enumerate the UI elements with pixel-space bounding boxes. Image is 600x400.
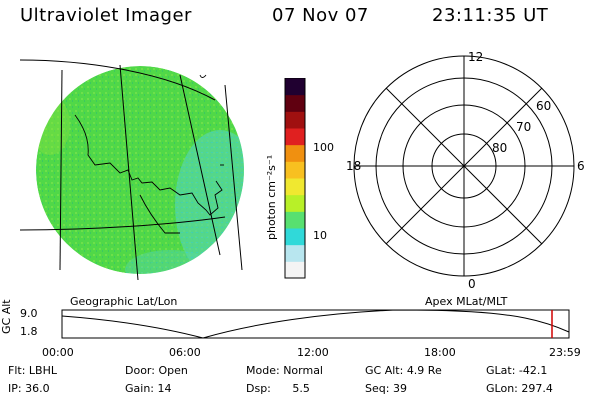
colorbar-segment bbox=[285, 94, 305, 112]
info-door: Door: Open bbox=[125, 364, 188, 377]
instrument-title: Ultraviolet Imager bbox=[20, 5, 192, 26]
colorbar-segment bbox=[285, 211, 305, 229]
time-tick-1200: 12:00 bbox=[297, 346, 329, 359]
colorbar-segment bbox=[285, 78, 305, 96]
colorbar-segment bbox=[285, 194, 305, 212]
date-label: 07 Nov 07 bbox=[272, 5, 369, 26]
info-dsp: Dsp: 5.5 bbox=[246, 382, 310, 395]
time-tick-0600: 06:00 bbox=[169, 346, 201, 359]
uv-emission-disc bbox=[36, 66, 244, 274]
time-tick-1800: 18:00 bbox=[424, 346, 456, 359]
time-tick-2359: 23:59 bbox=[549, 346, 581, 359]
info-mode: Mode: Normal bbox=[246, 364, 323, 377]
mlt-label-12: 12 bbox=[468, 50, 483, 64]
time-tick-0000: 00:00 bbox=[42, 346, 74, 359]
colorbar-segment bbox=[285, 178, 305, 196]
altitude-plot-frame bbox=[61, 309, 570, 339]
colorbar-segment bbox=[285, 261, 305, 279]
info-glon: GLon: 297.4 bbox=[486, 382, 553, 395]
altitude-tick-1.8: 1.8 bbox=[20, 325, 38, 338]
colorbar-frame bbox=[284, 78, 306, 279]
info-flt: Flt: LBHL bbox=[8, 364, 57, 377]
colorbar-gradient bbox=[285, 78, 305, 279]
info-gain: Gain: 14 bbox=[125, 382, 172, 395]
colorbar bbox=[284, 78, 306, 279]
altitude-tick-9: 9.0 bbox=[20, 307, 38, 320]
colorbar-segment bbox=[285, 161, 305, 179]
colorbar-segment bbox=[285, 111, 305, 129]
info-ip: IP: 36.0 bbox=[8, 382, 50, 395]
mlt-label-6: 6 bbox=[577, 159, 585, 173]
geographic-grid bbox=[20, 59, 243, 281]
colorbar-tick-100: 100 bbox=[313, 141, 334, 154]
colorbar-tick-10: 10 bbox=[313, 229, 327, 242]
info-gc-alt: GC Alt: 4.9 Re bbox=[365, 364, 442, 377]
mlt-label-18: 18 bbox=[346, 159, 361, 173]
geographic-label: Geographic Lat/Lon bbox=[70, 295, 178, 308]
apex-label: Apex MLat/MLT bbox=[425, 295, 508, 308]
mlt-label-0: 0 bbox=[468, 277, 476, 290]
colorbar-segment bbox=[285, 228, 305, 246]
colorbar-segment bbox=[285, 144, 305, 162]
mlat-label-70: 70 bbox=[516, 120, 531, 134]
altitude-axis-title: GC Alt bbox=[0, 299, 13, 334]
uv-image-panel bbox=[20, 59, 244, 281]
colorbar-segment bbox=[285, 128, 305, 146]
mlat-label-60: 60 bbox=[536, 99, 551, 113]
altitude-curve bbox=[61, 309, 570, 339]
mlt-polar-plot: 12 18 6 0 60 70 80 bbox=[346, 50, 585, 290]
colorbar-segment bbox=[285, 244, 305, 262]
info-glat: GLat: -42.1 bbox=[486, 364, 548, 377]
polar-diagonal-b bbox=[385, 87, 543, 245]
mlat-label-80: 80 bbox=[492, 141, 507, 155]
info-seq: Seq: 39 bbox=[365, 382, 407, 395]
altitude-plot bbox=[61, 309, 570, 339]
coastline-map bbox=[74, 74, 224, 234]
time-label: 23:11:35 UT bbox=[432, 5, 549, 26]
